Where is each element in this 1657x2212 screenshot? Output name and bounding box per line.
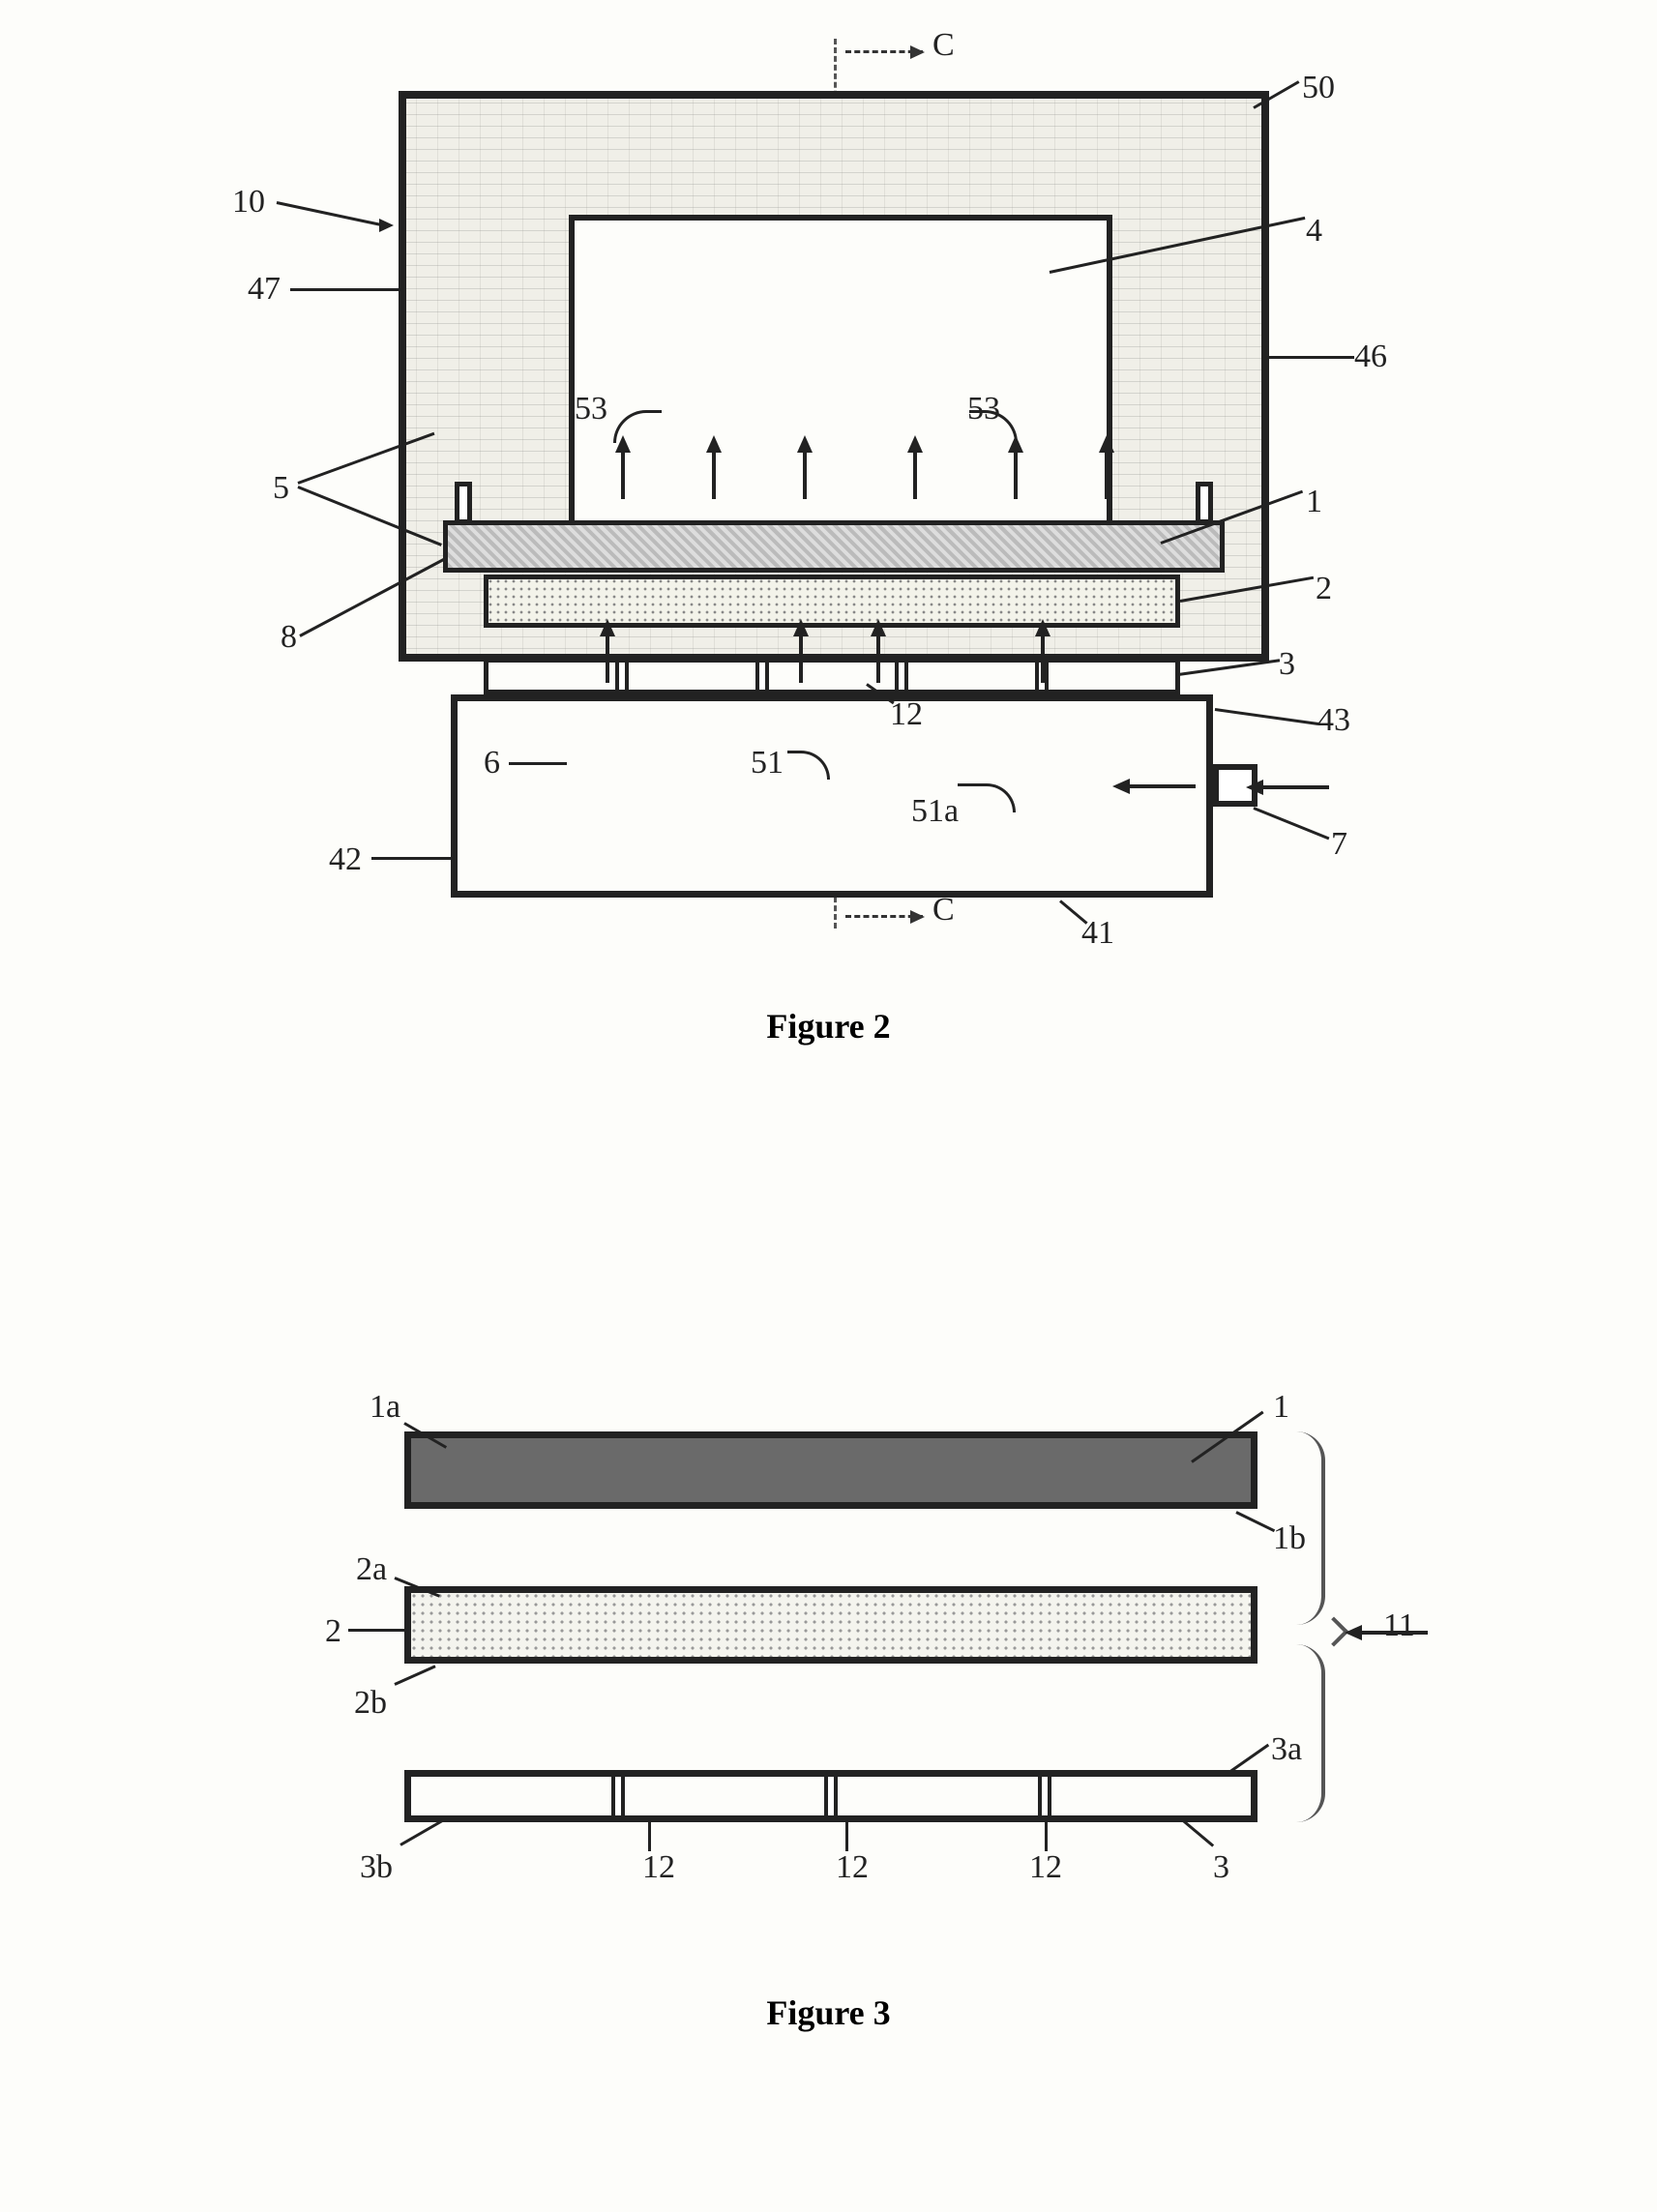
leader-46 <box>1267 356 1354 359</box>
slot-12-b <box>824 1777 838 1815</box>
label-12c: 12 <box>1029 1849 1062 1886</box>
leader-12c <box>1045 1822 1048 1851</box>
label-46: 46 <box>1354 339 1387 375</box>
figure-2-caption: Figure 2 <box>0 1006 1657 1047</box>
flow-arrow-53 <box>797 435 813 453</box>
label-1a: 1a <box>370 1389 400 1426</box>
label-3b: 3b <box>360 1849 393 1886</box>
slot-12 <box>895 663 908 690</box>
layer-1 <box>404 1431 1258 1509</box>
label-2: 2 <box>1316 571 1332 607</box>
leader-3a <box>1229 1744 1269 1773</box>
slot-12-c <box>1038 1777 1051 1815</box>
flow-arrow-53 <box>706 435 722 453</box>
label-2a: 2a <box>356 1551 387 1588</box>
plenum-6 <box>451 694 1213 898</box>
flow-arrow-inlet <box>1246 780 1263 795</box>
arrow-11 <box>1345 1625 1362 1640</box>
label-50: 50 <box>1302 70 1335 106</box>
flow-arrow-up <box>600 619 615 636</box>
label-51: 51 <box>751 745 784 782</box>
label-12b: 12 <box>836 1849 869 1886</box>
label-7: 7 <box>1331 826 1347 863</box>
arrowhead-10 <box>379 219 394 232</box>
figure-3-caption: Figure 3 <box>0 1992 1657 2033</box>
leader-41 <box>1059 900 1088 924</box>
flow-arrow-51a <box>1112 779 1130 794</box>
label-12: 12 <box>890 696 923 733</box>
plate-2 <box>484 575 1180 628</box>
slot-12 <box>615 663 629 690</box>
section-arrow-c-bot <box>845 915 923 918</box>
leader-43 <box>1215 708 1318 725</box>
label-43: 43 <box>1317 702 1350 739</box>
label-c-top: C <box>932 27 955 64</box>
slot-12 <box>755 663 769 690</box>
label-3a: 3a <box>1271 1731 1302 1768</box>
leader-10 <box>277 201 381 226</box>
label-1-f3: 1 <box>1273 1389 1289 1426</box>
label-51a: 51a <box>911 793 959 830</box>
label-1b: 1b <box>1273 1520 1306 1557</box>
label-2-f3: 2 <box>325 1613 341 1650</box>
label-12a: 12 <box>642 1849 675 1886</box>
label-2b: 2b <box>354 1685 387 1722</box>
leader-6 <box>509 762 567 765</box>
label-1: 1 <box>1306 484 1322 520</box>
plate-1 <box>443 520 1225 573</box>
label-5: 5 <box>273 470 289 507</box>
support-post-left-8 <box>455 482 472 524</box>
leader-2b <box>394 1665 435 1685</box>
flow-arrow-53 <box>1099 435 1114 453</box>
label-6: 6 <box>484 745 500 782</box>
leader-3b <box>399 1819 443 1846</box>
figure-2: C C <box>0 0 1657 1161</box>
leader-12b <box>845 1822 848 1851</box>
flow-arrow-53 <box>907 435 923 453</box>
leader-7 <box>1253 807 1329 840</box>
leader-3-f3 <box>1181 1818 1214 1846</box>
slot-12-a <box>611 1777 625 1815</box>
leader-47 <box>290 288 402 291</box>
furnace-cavity-4 <box>569 215 1112 544</box>
flow-arrow-up <box>793 619 809 636</box>
label-10: 10 <box>232 184 265 221</box>
support-post-right <box>1196 482 1213 524</box>
label-53a: 53 <box>575 391 607 428</box>
label-8: 8 <box>281 619 297 656</box>
label-4: 4 <box>1306 213 1322 250</box>
section-arrow-c-top <box>845 50 923 53</box>
page: C C <box>0 0 1657 2212</box>
leader-12a <box>648 1822 651 1851</box>
flow-arrow-up <box>1035 619 1050 636</box>
leader-2-f3 <box>348 1629 408 1632</box>
label-3-f3: 3 <box>1213 1849 1229 1886</box>
leader-42 <box>371 857 457 860</box>
label-11: 11 <box>1383 1607 1415 1644</box>
layer-2 <box>404 1586 1258 1664</box>
plate-3 <box>484 658 1180 694</box>
layer-3 <box>404 1770 1258 1822</box>
label-3: 3 <box>1279 646 1295 683</box>
label-42: 42 <box>329 841 362 878</box>
flow-arrow-up <box>871 619 886 636</box>
label-47: 47 <box>248 271 281 308</box>
